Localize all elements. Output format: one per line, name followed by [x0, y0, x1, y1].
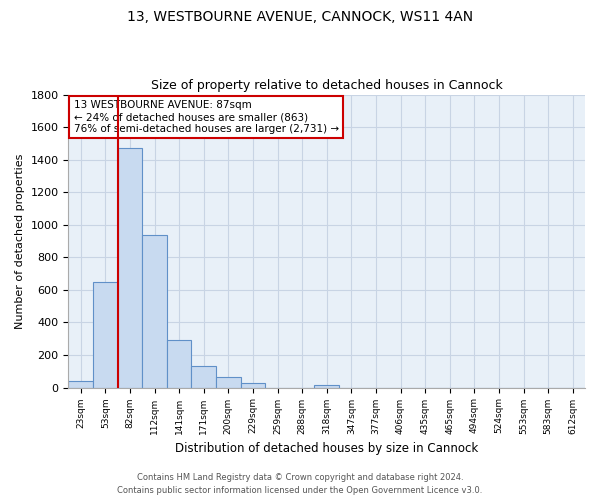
- Bar: [216, 377, 241, 388]
- Bar: [241, 384, 265, 388]
- Text: 13 WESTBOURNE AVENUE: 87sqm
← 24% of detached houses are smaller (863)
76% of se: 13 WESTBOURNE AVENUE: 87sqm ← 24% of det…: [74, 100, 338, 134]
- Bar: [118, 148, 142, 388]
- Title: Size of property relative to detached houses in Cannock: Size of property relative to detached ho…: [151, 79, 503, 92]
- X-axis label: Distribution of detached houses by size in Cannock: Distribution of detached houses by size …: [175, 442, 478, 455]
- Bar: [68, 381, 93, 388]
- Text: 13, WESTBOURNE AVENUE, CANNOCK, WS11 4AN: 13, WESTBOURNE AVENUE, CANNOCK, WS11 4AN: [127, 10, 473, 24]
- Y-axis label: Number of detached properties: Number of detached properties: [15, 154, 25, 329]
- Bar: [93, 282, 118, 388]
- Bar: [314, 385, 339, 388]
- Bar: [167, 340, 191, 388]
- Bar: [191, 366, 216, 388]
- Text: Contains HM Land Registry data © Crown copyright and database right 2024.
Contai: Contains HM Land Registry data © Crown c…: [118, 474, 482, 495]
- Bar: [142, 236, 167, 388]
